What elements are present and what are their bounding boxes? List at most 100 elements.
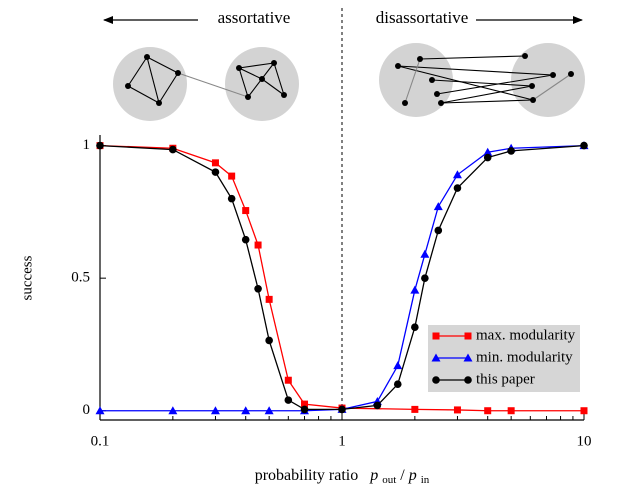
marker <box>463 353 473 362</box>
marker <box>96 141 104 150</box>
node <box>529 83 535 89</box>
marker <box>434 226 443 235</box>
header-left: assortative <box>218 8 291 27</box>
x-label-p: p <box>408 467 417 484</box>
x-axis-label: probability ratio p out / p in <box>255 467 430 488</box>
marker <box>393 361 403 370</box>
node <box>281 92 287 98</box>
marker <box>241 406 251 415</box>
series-line <box>100 144 585 412</box>
cluster <box>113 47 187 121</box>
node <box>395 63 401 69</box>
x-label-sub: in <box>421 474 430 486</box>
cluster <box>511 43 585 117</box>
edge <box>146 56 160 104</box>
marker <box>254 284 262 293</box>
node <box>550 72 556 78</box>
edge <box>127 56 148 87</box>
header-right: disassortative <box>376 8 469 27</box>
marker <box>483 153 492 162</box>
marker <box>453 184 462 192</box>
node <box>144 54 150 60</box>
node <box>522 53 528 59</box>
marker <box>464 376 472 384</box>
marker <box>95 406 105 415</box>
edge <box>238 62 275 69</box>
node <box>402 100 408 106</box>
marker <box>254 241 262 249</box>
x-label-p: p <box>369 467 378 484</box>
marker <box>507 407 515 415</box>
marker <box>265 295 273 303</box>
edge <box>419 55 526 60</box>
marker <box>338 405 346 414</box>
marker <box>301 400 309 408</box>
marker <box>507 147 515 155</box>
marker <box>264 406 274 415</box>
marker <box>227 194 236 203</box>
marker <box>452 170 462 179</box>
node <box>429 77 435 83</box>
x-tick-label: 0.1 <box>91 433 110 449</box>
marker <box>411 405 419 413</box>
node <box>434 91 440 97</box>
x-tick-label: 1 <box>338 433 346 449</box>
edge <box>238 67 249 98</box>
edge <box>431 79 533 87</box>
x-tick-label: 10 <box>577 433 592 449</box>
marker <box>432 332 440 340</box>
marker <box>484 407 492 415</box>
marker <box>410 285 420 294</box>
edge <box>273 62 285 96</box>
edge <box>238 67 263 80</box>
edge <box>397 65 534 101</box>
node <box>568 71 574 77</box>
x-label-slash: / <box>400 467 405 484</box>
marker <box>431 353 441 362</box>
edge <box>146 56 179 74</box>
y-tick-label: 0 <box>83 402 91 418</box>
edge <box>436 74 554 95</box>
header: assortative disassortative <box>103 8 583 27</box>
edge <box>158 72 179 104</box>
y-axis-label: success <box>19 255 35 300</box>
marker <box>265 336 273 345</box>
node <box>175 70 181 76</box>
marker <box>242 207 250 215</box>
edge <box>397 65 554 76</box>
edge <box>404 58 421 104</box>
marker <box>421 274 429 282</box>
marker <box>300 405 309 414</box>
network-disassortative <box>379 43 585 117</box>
legend: max. modularity min. modularity this paper <box>428 325 580 392</box>
edge <box>177 72 249 98</box>
node <box>259 76 265 82</box>
marker <box>453 406 461 414</box>
edge <box>440 99 534 104</box>
marker <box>210 406 220 415</box>
marker <box>169 145 177 154</box>
marker <box>393 380 402 389</box>
marker <box>284 396 293 404</box>
node <box>271 60 277 66</box>
node <box>245 94 251 100</box>
legend-label: max. modularity <box>476 327 576 343</box>
marker <box>241 235 250 244</box>
x-label-text: probability ratio <box>255 467 359 484</box>
marker <box>211 168 220 176</box>
cluster <box>225 47 299 121</box>
network-assortative <box>113 47 299 121</box>
marker <box>483 147 493 156</box>
edge <box>127 85 160 104</box>
marker <box>580 407 588 415</box>
cluster <box>379 43 453 117</box>
legend-label: min. modularity <box>476 349 573 365</box>
marker <box>228 172 236 180</box>
node <box>417 56 423 62</box>
marker <box>420 249 430 258</box>
node <box>530 97 536 103</box>
legend-label: this paper <box>476 371 535 387</box>
marker <box>284 376 292 384</box>
y-tick-label: 1 <box>83 137 91 153</box>
edge <box>440 85 533 104</box>
